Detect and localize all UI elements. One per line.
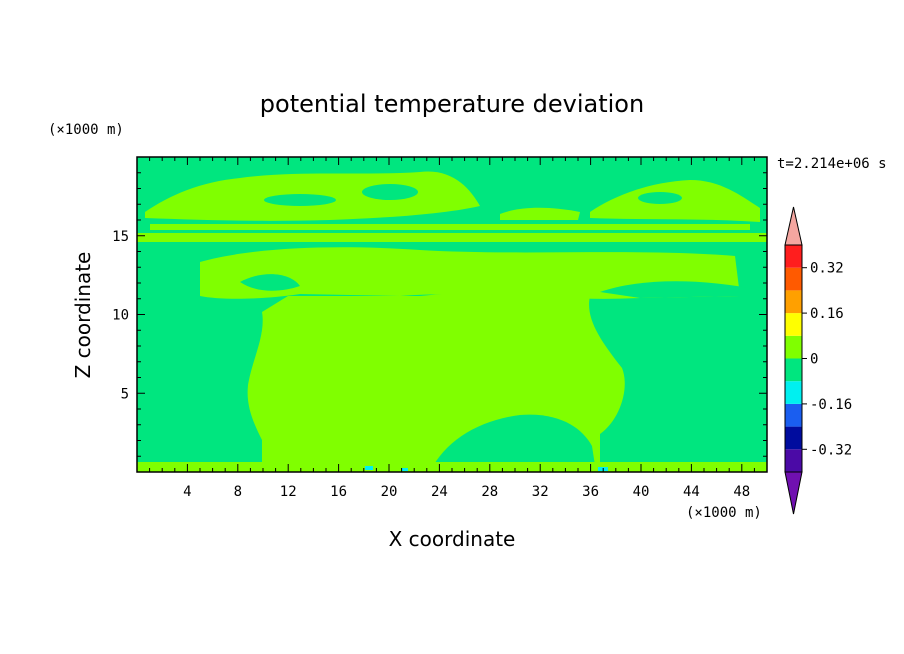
x-axis-label: X coordinate <box>389 527 516 551</box>
colorbar-swatch <box>785 335 802 359</box>
cold-spot <box>365 466 373 470</box>
colorbar-label: -0.32 <box>810 442 852 458</box>
colorbar-swatch <box>785 290 802 314</box>
x-tick-label: 8 <box>234 484 242 500</box>
x-tick-label: 20 <box>381 484 398 500</box>
colorbar-swatch <box>785 381 802 404</box>
y-axis: 5 10 15 <box>112 172 767 457</box>
plot-area <box>136 156 768 473</box>
island-1 <box>362 184 418 200</box>
upper-band-2 <box>137 233 767 242</box>
y-unit-label: (×1000 m) <box>48 122 124 138</box>
colorbar-under-arrow <box>784 471 803 515</box>
y-tick-label: 10 <box>112 308 129 324</box>
x-axis: 4 8 12 16 20 24 28 32 36 40 44 48 <box>149 157 755 500</box>
colorbar-swatch <box>785 313 802 336</box>
x-tick-label: 4 <box>183 484 191 500</box>
x-tick-label: 48 <box>733 484 750 500</box>
colorbar-swatch <box>785 403 802 427</box>
x-tick-label: 44 <box>683 484 700 500</box>
colorbar-over-arrow <box>784 206 803 246</box>
negative-islands <box>264 184 682 206</box>
island-3 <box>638 192 682 204</box>
upper-band-3 <box>150 224 750 230</box>
island-2 <box>264 194 336 206</box>
cavity-right <box>600 281 760 298</box>
x-tick-label: 40 <box>633 484 650 500</box>
upper-blob-mid <box>500 207 580 220</box>
x-tick-label: 12 <box>280 484 297 500</box>
colorbar-swatch <box>785 358 802 382</box>
colorbar-swatch <box>785 449 802 472</box>
cavity-left <box>240 274 300 291</box>
colorbar-label: 0 <box>810 352 818 368</box>
lower-cavity <box>430 414 596 472</box>
x-unit-label: (×1000 m) <box>686 505 762 521</box>
x-tick-label: 32 <box>532 484 549 500</box>
colorbar-label: 0.16 <box>810 306 844 322</box>
colorbar-label: 0.32 <box>810 261 844 277</box>
x-tick-label: 36 <box>582 484 599 500</box>
y-tick-label: 5 <box>121 386 129 402</box>
x-tick-label: 28 <box>481 484 498 500</box>
x-tick-label: 16 <box>330 484 347 500</box>
surface-strip <box>137 462 767 472</box>
colorbar-swatch <box>785 245 802 268</box>
y-axis-label: Z coordinate <box>71 252 95 379</box>
chart-title: potential temperature deviation <box>260 90 644 118</box>
colorbar-label: -0.16 <box>810 397 852 413</box>
x-tick-label: 24 <box>431 484 448 500</box>
cold-spot <box>402 468 408 471</box>
colorbar-swatch <box>785 426 802 450</box>
upper-band-1 <box>200 247 740 299</box>
colorbar-swatch <box>785 267 802 291</box>
time-label: t=2.214e+06 s <box>777 156 887 172</box>
y-tick-label: 15 <box>112 229 129 245</box>
colorbar: 0.32 0.16 0 -0.16 -0.32 <box>784 206 852 515</box>
